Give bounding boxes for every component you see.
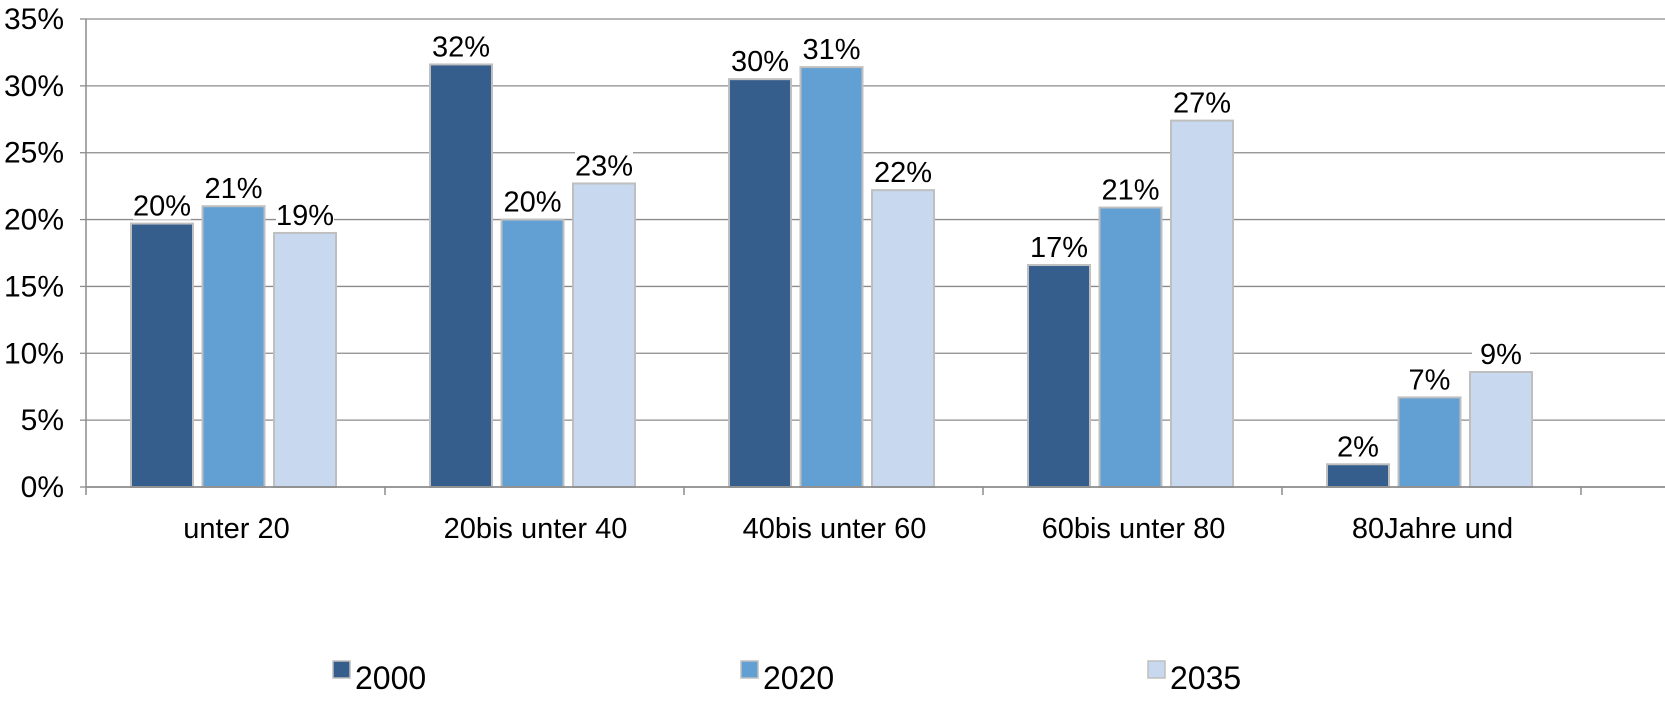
bar-2020-4 — [1397, 396, 1462, 489]
legend-swatch-2035 — [1147, 660, 1166, 679]
data-label-background — [874, 156, 932, 187]
bar-2000-3 — [1027, 264, 1091, 488]
data-label: 7% — [1409, 364, 1451, 396]
axes — [80, 18, 1665, 495]
data-label-background — [503, 185, 562, 216]
data-label-background — [1101, 173, 1160, 204]
y-axis-tick-labels: 0% 5% 10% 15% 20% 25% 30% 35% — [4, 3, 64, 504]
bar-2020-3 — [1098, 206, 1163, 488]
bar-2000-4 — [1326, 463, 1390, 489]
data-label: 20% — [503, 187, 561, 219]
data-label: 30% — [731, 46, 789, 78]
data-label-background — [575, 149, 633, 180]
x-category-label: 40bis unter 60 — [743, 513, 927, 545]
data-label: 21% — [1101, 175, 1159, 207]
data-label-background — [133, 189, 191, 220]
data-label: 9% — [1480, 339, 1522, 371]
data-label-background — [1400, 363, 1459, 394]
data-label: 31% — [802, 34, 860, 66]
legend-swatch-2000 — [332, 660, 351, 679]
data-label-background — [802, 33, 861, 64]
bar-2035-3 — [1170, 119, 1234, 488]
data-label: 20% — [133, 191, 191, 223]
data-label: 23% — [575, 150, 633, 182]
x-category-label: 20bis unter 40 — [444, 513, 628, 545]
legend-label-2020: 2020 — [763, 660, 834, 696]
legend: 2000 2020 2035 — [332, 660, 1241, 696]
data-label: 2% — [1337, 431, 1379, 463]
bar-2020-0 — [201, 205, 266, 488]
bar-2000-2 — [728, 78, 792, 489]
x-axis-category-labels: unter 20 20bis unter 40 40bis unter 60 60bi… — [183, 513, 1513, 545]
bar-2000-0 — [130, 222, 194, 488]
y-tick-label: 20% — [4, 204, 64, 237]
data-label-background — [276, 198, 334, 229]
data-labels: 20% 32% 30% 17% 2% 21% 20% 31% 21% 7% 19% 23% 22% 27%… — [133, 30, 1530, 463]
legend-label-2000: 2000 — [355, 660, 426, 696]
data-label: 27% — [1173, 88, 1231, 120]
data-label-background — [204, 172, 263, 203]
y-tick-label: 10% — [4, 337, 64, 370]
data-label: 22% — [874, 157, 932, 189]
data-label-background — [731, 45, 789, 76]
data-label: 32% — [432, 31, 490, 63]
data-label: 19% — [276, 200, 334, 232]
bar-2035-1 — [572, 182, 636, 488]
bar-2020-2 — [799, 66, 864, 488]
y-tick-label: 15% — [4, 270, 64, 303]
data-label: 21% — [204, 173, 262, 205]
y-tick-label: 25% — [4, 137, 64, 170]
data-label-background — [1472, 338, 1530, 369]
bar-2035-2 — [871, 189, 935, 488]
x-category-label: 60bis unter 80 — [1042, 513, 1226, 545]
y-tick-label: 5% — [21, 404, 64, 437]
data-label-background — [1173, 86, 1231, 117]
data-label-background — [432, 30, 490, 61]
bars — [130, 63, 1533, 489]
data-label: 17% — [1030, 232, 1088, 264]
y-tick-label: 35% — [4, 3, 64, 36]
data-label-background — [1329, 430, 1387, 461]
y-tick-label: 0% — [21, 471, 64, 504]
bar-2035-0 — [273, 231, 337, 488]
x-category-label: 80Jahre und — [1352, 513, 1513, 545]
x-category-label: unter 20 — [183, 513, 289, 545]
y-tick-label: 30% — [4, 70, 64, 103]
bar-2020-1 — [500, 218, 565, 488]
bar-2035-4 — [1469, 371, 1533, 488]
legend-label-2035: 2035 — [1170, 660, 1241, 696]
bar-2000-1 — [429, 63, 493, 488]
data-label-background — [1030, 231, 1088, 262]
legend-swatch-2020 — [740, 660, 759, 679]
